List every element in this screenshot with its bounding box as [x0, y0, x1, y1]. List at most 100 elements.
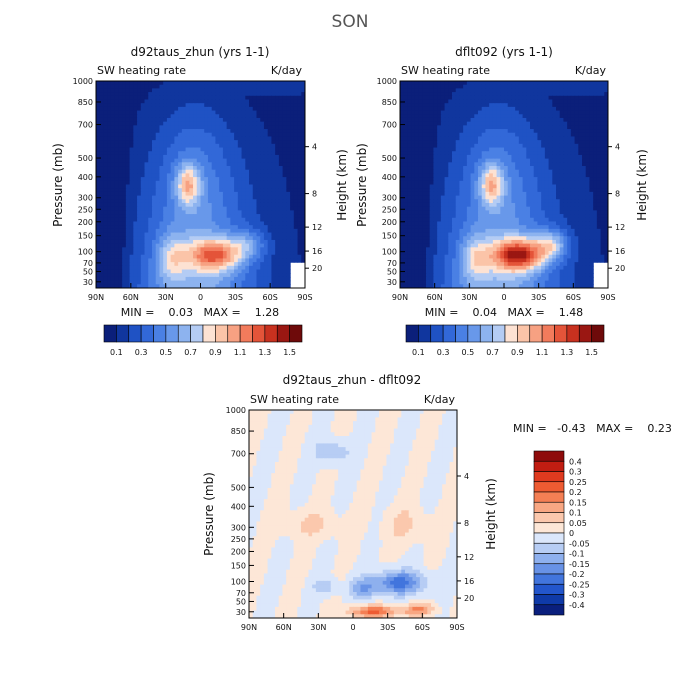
colorbar-swatch	[418, 324, 432, 343]
x-tick-label: 90S	[297, 293, 312, 302]
colorbar-swatch	[215, 324, 229, 343]
panel-right-subtitle: K/day	[271, 64, 303, 77]
colorbar-swatch	[533, 573, 565, 585]
colorbar-swatch	[276, 324, 290, 343]
y-right-tick-label: 12	[312, 223, 322, 232]
y-tick-label: 400	[231, 502, 246, 511]
y-axis-right-label: Height (km)	[484, 478, 498, 549]
colorbar-swatch	[566, 324, 580, 343]
y-tick-label: 1000	[377, 77, 397, 86]
x-tick-label: 60N	[123, 293, 139, 302]
y-tick-label: 300	[382, 194, 397, 203]
min-max-readout: MIN = 0.03 MAX = 1.28	[121, 306, 279, 319]
colorbar-swatch	[533, 604, 565, 616]
colorbar-swatch	[455, 324, 469, 343]
contour-field	[249, 410, 457, 618]
y-tick-label: 500	[78, 154, 93, 163]
x-tick-label: 60S	[415, 623, 430, 632]
colorbar-swatch	[177, 324, 191, 343]
y-right-tick-label: 8	[615, 190, 620, 199]
y-tick-label: 250	[78, 205, 93, 214]
colorbar-label: 0.7	[486, 348, 499, 357]
colorbar-label: -0.15	[569, 560, 590, 569]
colorbar-swatch	[103, 324, 117, 343]
y-right-tick-label: 20	[615, 264, 625, 273]
colorbar-label: -0.3	[569, 591, 585, 600]
colorbar-label: 0.25	[569, 478, 587, 487]
x-tick-label: 30N	[461, 293, 477, 302]
colorbar-swatch	[533, 450, 565, 462]
y-right-tick-label: 12	[464, 553, 474, 562]
y-tick-label: 50	[236, 597, 246, 606]
colorbar-swatch	[479, 324, 493, 343]
colorbar-label: 0.5	[160, 348, 173, 357]
colorbar-swatch	[533, 481, 565, 493]
panel-right-subtitle: K/day	[575, 64, 607, 77]
y-tick-label: 50	[83, 268, 93, 277]
y-tick-label: 200	[78, 218, 93, 227]
y-tick-label: 400	[78, 173, 93, 182]
y-tick-label: 500	[382, 154, 397, 163]
colorbar-swatch	[264, 324, 278, 343]
colorbar-swatch	[533, 553, 565, 565]
colorbar-swatch	[533, 583, 565, 595]
colorbar-label: 0.3	[437, 348, 450, 357]
colorbar-swatch	[165, 324, 179, 343]
x-tick-label: 90S	[449, 623, 464, 632]
colorbar-swatch	[442, 324, 456, 343]
y-axis-label: Pressure (mb)	[355, 143, 369, 227]
x-tick-label: 0	[198, 293, 203, 302]
panel-title: d92taus_zhun - dflt092	[283, 373, 422, 387]
colorbar-swatch	[578, 324, 592, 343]
contour-field	[96, 81, 305, 288]
colorbar-swatch	[591, 324, 605, 343]
colorbar-label: 1.5	[283, 348, 296, 357]
colorbar-swatch	[533, 471, 565, 483]
colorbar-label: 0	[569, 529, 574, 538]
y-tick-label: 150	[78, 232, 93, 241]
colorbar-label: -0.1	[569, 550, 585, 559]
colorbar-swatch	[529, 324, 543, 343]
x-tick-label: 90S	[600, 293, 615, 302]
y-right-tick-label: 16	[615, 247, 625, 256]
x-tick-label: 30S	[380, 623, 395, 632]
panel-title: dflt092 (yrs 1-1)	[455, 45, 553, 59]
y-tick-label: 1000	[226, 406, 246, 415]
colorbar-swatch	[533, 532, 565, 544]
x-tick-label: 30S	[531, 293, 546, 302]
contour-field	[400, 81, 608, 288]
colorbar-label: 0.3	[569, 468, 582, 477]
colorbar-swatch	[533, 594, 565, 606]
colorbar-label: 0.05	[569, 519, 587, 528]
colorbar-swatch	[554, 324, 568, 343]
y-axis-label: Pressure (mb)	[202, 472, 216, 556]
y-right-tick-label: 8	[464, 519, 469, 528]
colorbar-label: 1.3	[561, 348, 574, 357]
y-tick-label: 70	[83, 259, 93, 268]
colorbar-swatch	[492, 324, 506, 343]
y-tick-label: 850	[78, 98, 93, 107]
colorbar-label: -0.4	[569, 601, 585, 610]
y-tick-label: 250	[382, 205, 397, 214]
colorbar-swatch	[517, 324, 531, 343]
colorbar-label: 0.2	[569, 488, 582, 497]
colorbar-label: -0.05	[569, 539, 590, 548]
x-tick-label: 90N	[241, 623, 257, 632]
colorbar: 0.1 0.3 0.5 0.7 0.9 1.1 1.3 1.5	[103, 324, 303, 357]
y-tick-label: 850	[382, 98, 397, 107]
x-tick-label: 90N	[392, 293, 408, 302]
colorbar-label: 1.3	[259, 348, 272, 357]
colorbar-swatch	[533, 522, 565, 534]
min-max-readout: MIN = 0.04 MAX = 1.48	[425, 306, 583, 319]
y-tick-label: 70	[236, 589, 246, 598]
colorbar-label: 0.7	[184, 348, 197, 357]
colorbar-swatch	[467, 324, 481, 343]
y-right-tick-label: 4	[464, 472, 469, 481]
y-tick-label: 200	[382, 218, 397, 227]
y-axis-right-label: Height (km)	[335, 149, 349, 220]
panel-right-subtitle: K/day	[424, 393, 456, 406]
colorbar-swatch	[533, 501, 565, 513]
y-right-tick-label: 8	[312, 190, 317, 199]
y-right-tick-label: 4	[312, 143, 317, 152]
y-tick-label: 70	[387, 259, 397, 268]
